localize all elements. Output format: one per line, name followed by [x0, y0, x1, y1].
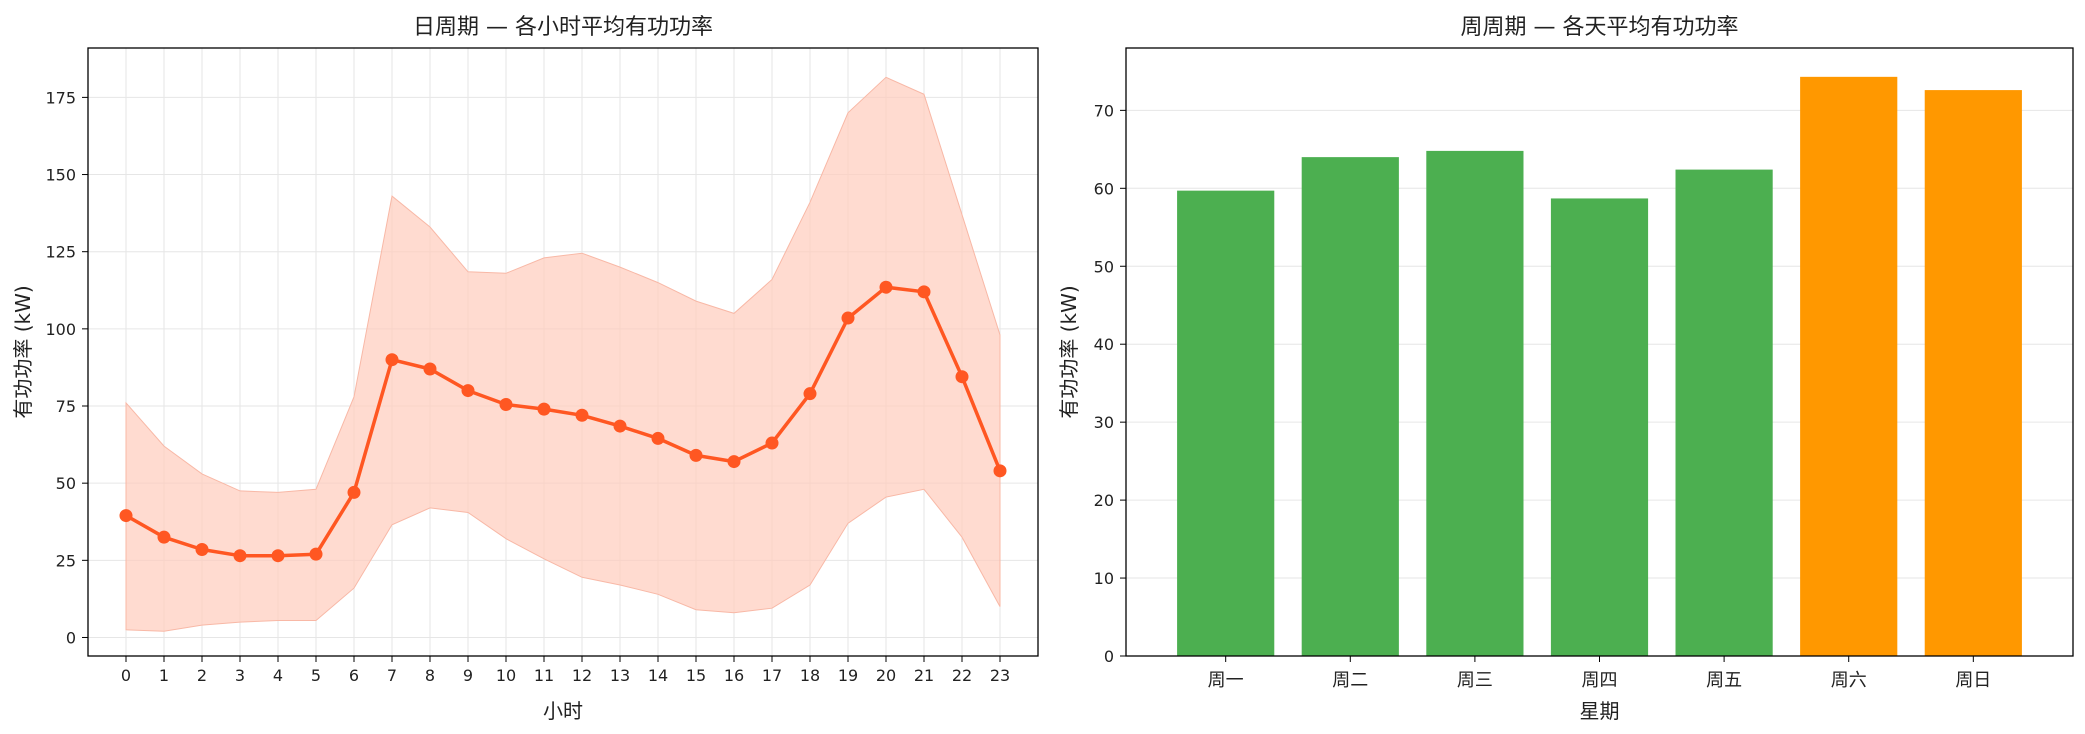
- x-tick-label-12: 12: [572, 666, 592, 685]
- x-tick-label-10: 10: [496, 666, 516, 685]
- data-point-hour-19: [841, 311, 855, 325]
- bar-7: [1924, 90, 2022, 657]
- data-point-hour-5: [309, 547, 323, 561]
- y2-tick-label-70: 70: [1094, 101, 1114, 120]
- x2-tick-label-4: 周四: [1582, 670, 1618, 691]
- x-tick-label-11: 11: [534, 666, 554, 685]
- data-point-hour-20: [879, 280, 893, 294]
- data-point-hour-1: [157, 530, 171, 544]
- y-tick-label-150: 150: [45, 166, 76, 185]
- bar-6: [1800, 76, 1898, 657]
- bar-2: [1301, 157, 1399, 656]
- x-tick-label-1: 1: [159, 666, 169, 685]
- y-axis-label-right: 有功功率 (kW): [1057, 285, 1081, 418]
- y2-tick-label-20: 20: [1094, 491, 1114, 510]
- chart-title-right: 周周期 — 各天平均有功功率: [1461, 15, 1739, 40]
- x-tick-label-16: 16: [724, 666, 744, 685]
- y2-tick-label-50: 50: [1094, 257, 1114, 276]
- data-point-hour-13: [613, 419, 627, 433]
- x2-tick-label-2: 周二: [1332, 670, 1368, 691]
- x-tick-label-18: 18: [800, 666, 820, 685]
- chart-title-left: 日周期 — 各小时平均有功功率: [413, 15, 713, 40]
- y-tick-label-25: 25: [56, 551, 76, 570]
- data-point-hour-10: [499, 397, 513, 411]
- x-tick-label-3: 3: [235, 666, 245, 685]
- x-tick-label-13: 13: [610, 666, 630, 685]
- y2-tick-label-60: 60: [1094, 179, 1114, 198]
- y-tick-label-100: 100: [45, 320, 76, 339]
- axes-frame-left: [87, 47, 1039, 657]
- data-point-hour-22: [955, 370, 969, 384]
- data-point-hour-17: [765, 436, 779, 450]
- y2-tick-label-40: 40: [1094, 335, 1114, 354]
- data-point-hour-21: [917, 285, 931, 299]
- x-tick-label-9: 9: [463, 666, 473, 685]
- data-point-hour-11: [537, 402, 551, 416]
- x2-tick-label-3: 周三: [1457, 670, 1493, 691]
- y-tick-label-125: 125: [45, 243, 76, 262]
- y2-tick-label-30: 30: [1094, 413, 1114, 432]
- x2-tick-label-1: 周一: [1208, 670, 1244, 691]
- x-tick-label-8: 8: [425, 666, 435, 685]
- x-axis-label-left: 小时: [543, 699, 583, 723]
- data-point-hour-6: [347, 485, 361, 499]
- data-point-hour-23: [993, 464, 1007, 478]
- data-point-hour-12: [575, 408, 589, 422]
- data-point-hour-15: [689, 448, 703, 462]
- x2-tick-label-5: 周五: [1706, 670, 1742, 691]
- x-axis-label-right: 星期: [1580, 699, 1620, 723]
- data-point-hour-4: [271, 549, 285, 563]
- data-point-hour-18: [803, 387, 817, 401]
- data-point-hour-0: [119, 509, 133, 523]
- data-point-hour-7: [385, 353, 399, 367]
- x-tick-label-17: 17: [762, 666, 782, 685]
- bar-1: [1177, 190, 1275, 656]
- y-tick-label-0: 0: [66, 628, 76, 647]
- bar-3: [1426, 150, 1524, 656]
- bar-4: [1550, 198, 1649, 656]
- x-tick-label-14: 14: [648, 666, 668, 685]
- y2-tick-label-0: 0: [1104, 647, 1114, 666]
- x-tick-label-6: 6: [349, 666, 359, 685]
- x-tick-label-22: 22: [952, 666, 972, 685]
- y-tick-label-175: 175: [45, 88, 76, 107]
- data-point-hour-3: [233, 549, 247, 563]
- data-point-hour-2: [195, 543, 209, 557]
- x2-tick-label-7: 周日: [1955, 670, 1991, 691]
- y-tick-label-75: 75: [56, 397, 76, 416]
- y-tick-label-50: 50: [56, 474, 76, 493]
- x-tick-label-21: 21: [914, 666, 934, 685]
- data-point-hour-14: [651, 431, 665, 445]
- x-tick-label-4: 4: [273, 666, 283, 685]
- x-tick-label-0: 0: [121, 666, 131, 685]
- data-point-hour-8: [423, 362, 437, 376]
- x-tick-label-15: 15: [686, 666, 706, 685]
- x-tick-label-7: 7: [387, 666, 397, 685]
- x-tick-label-2: 2: [197, 666, 207, 685]
- std-band: [125, 76, 1001, 632]
- y-axis-label-left: 有功功率 (kW): [11, 285, 35, 418]
- data-point-hour-9: [461, 384, 475, 398]
- x2-tick-label-6: 周六: [1831, 670, 1867, 691]
- x-tick-label-20: 20: [876, 666, 896, 685]
- x-tick-label-23: 23: [990, 666, 1010, 685]
- bar-5: [1675, 169, 1773, 656]
- data-point-hour-16: [727, 455, 741, 469]
- x-tick-label-19: 19: [838, 666, 858, 685]
- x-tick-label-5: 5: [311, 666, 321, 685]
- y2-tick-label-10: 10: [1094, 569, 1114, 588]
